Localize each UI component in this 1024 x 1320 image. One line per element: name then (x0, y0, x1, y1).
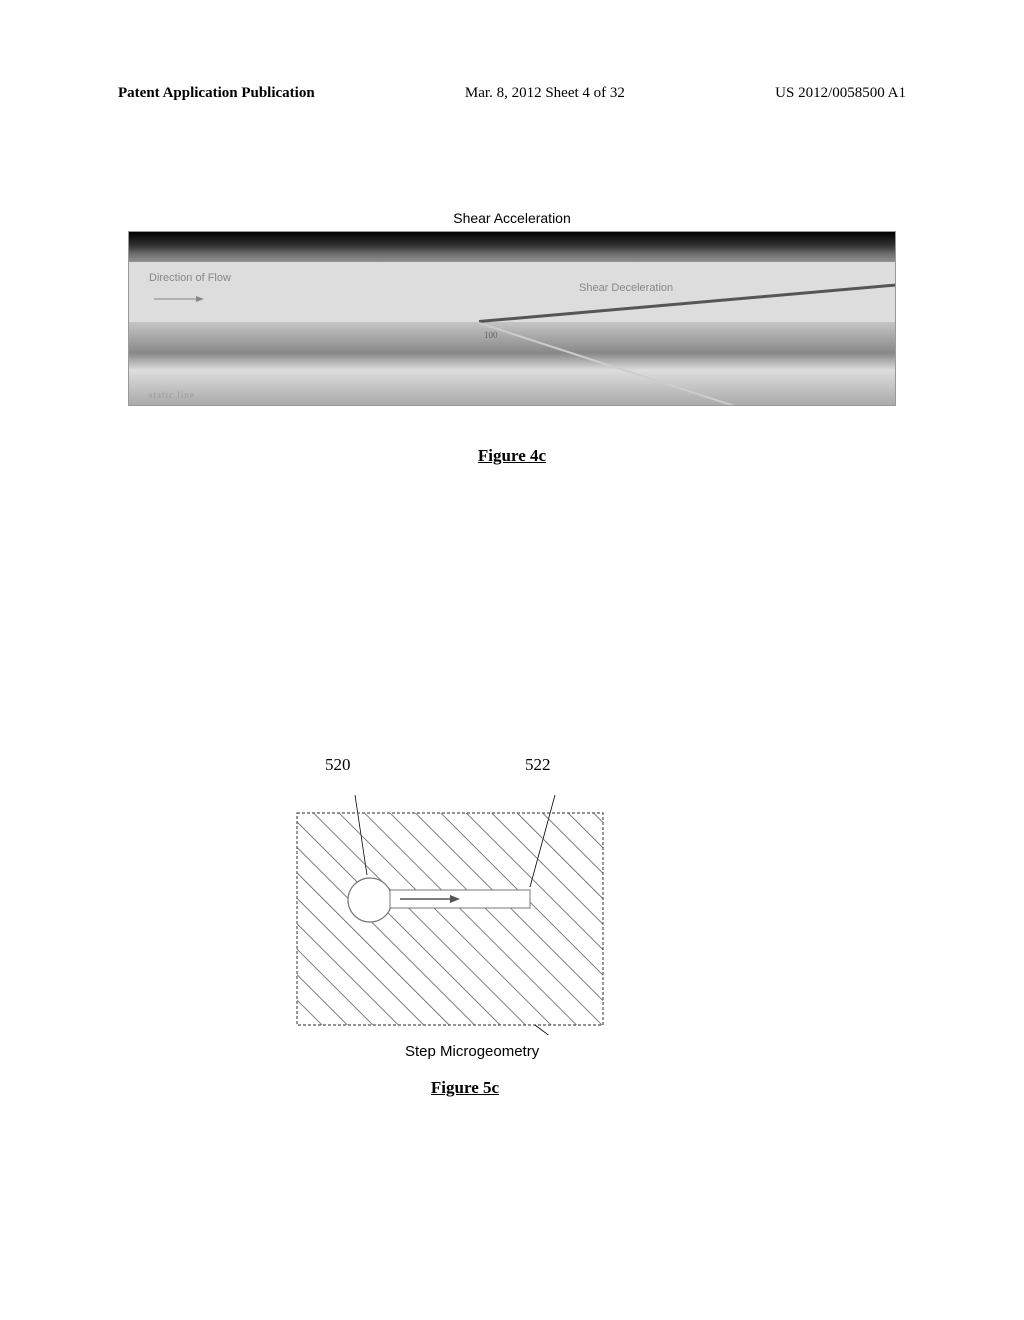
fig4c-marker-label: 100 (484, 330, 498, 340)
label-522: 522 (525, 755, 551, 775)
header-left: Patent Application Publication (118, 85, 315, 102)
header-right: US 2012/0058500 A1 (775, 85, 906, 102)
header-center: Mar. 8, 2012 Sheet 4 of 32 (465, 85, 625, 102)
label-520: 520 (325, 755, 351, 775)
page-header: Patent Application Publication Mar. 8, 2… (118, 85, 906, 102)
step-microgeometry-svg (295, 795, 605, 1035)
fig4c-shear-decel-label: Shear Deceleration (579, 282, 673, 294)
fig4c-channel (129, 262, 895, 322)
fig5c-caption: Figure 5c (275, 1078, 655, 1098)
fig5c-bottom-label: Step Microgeometry (405, 1043, 655, 1060)
fig5c-diagram (295, 795, 605, 1035)
fig4c-noise-text: static line (149, 390, 195, 400)
fig4c-diagonal-line (479, 322, 896, 406)
figure-4c-container: Shear Acceleration Direction of Flow She… (128, 210, 896, 466)
fig4c-top-label: Shear Acceleration (128, 210, 896, 226)
arrow-right-icon (154, 290, 204, 298)
fig4c-caption: Figure 4c (128, 446, 896, 466)
fig4c-image: Direction of Flow Shear Deceleration 100… (128, 231, 896, 406)
fig4c-flow-direction-label: Direction of Flow (149, 272, 231, 284)
figure-5c-container: 520 522 (275, 755, 655, 1098)
fig5c-labels: 520 522 (275, 755, 655, 785)
